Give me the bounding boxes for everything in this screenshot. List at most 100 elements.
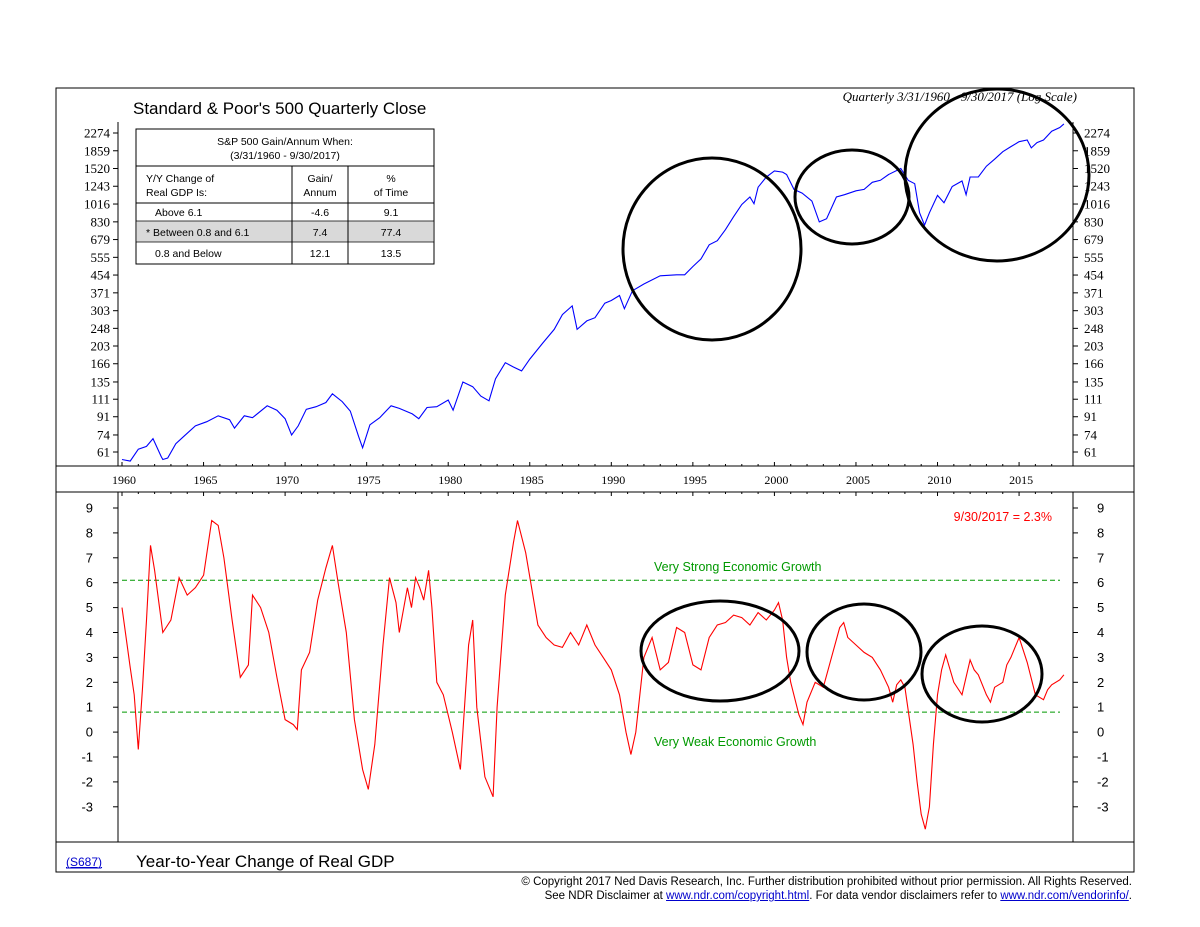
y-tick-label: 203 <box>91 339 111 354</box>
table-col3-header-line2: of Time <box>374 187 409 199</box>
table-title-line1: S&P 500 Gain/Annum When: <box>217 136 353 148</box>
bottom-panel-frame <box>55 491 1135 873</box>
table-row-highlight <box>137 221 433 242</box>
annotation-circle <box>793 148 911 246</box>
y-tick-label: 135 <box>1084 374 1104 389</box>
y-tick-label: 303 <box>1084 303 1104 318</box>
annotation-circle <box>903 87 1091 263</box>
y-tick-label: 2 <box>1097 675 1104 690</box>
y-tick-label: 1520 <box>84 161 110 176</box>
y-tick-label: 166 <box>91 356 111 371</box>
y-tick-label: 1243 <box>1084 179 1110 194</box>
x-tick-label: 1980 <box>438 473 462 487</box>
y-tick-label: 454 <box>91 268 111 283</box>
y-tick-label: 454 <box>1084 268 1104 283</box>
vendorinfo-link[interactable]: www.ndr.com/vendorinfo/ <box>1000 890 1129 902</box>
x-tick-label: 1995 <box>683 473 707 487</box>
y-tick-label: 3 <box>1097 650 1104 665</box>
y-tick-label: 166 <box>1084 356 1104 371</box>
strong-growth-label: Very Strong Economic Growth <box>654 560 821 574</box>
annotation-circles <box>621 87 1091 724</box>
y-tick-label: 1 <box>1097 700 1104 715</box>
y-tick-label: 2 <box>86 675 93 690</box>
x-tick-label: 2005 <box>846 473 870 487</box>
y-tick-label: 2274 <box>84 126 111 141</box>
table-row-pct: 9.1 <box>384 207 399 219</box>
table-title-line2: (3/31/1960 - 9/30/2017) <box>230 150 340 162</box>
y-tick-label: 61 <box>97 445 110 460</box>
y-tick-label: 1016 <box>84 197 111 212</box>
y-tick-label: 9 <box>86 501 93 516</box>
copyright-link[interactable]: www.ndr.com/copyright.html <box>666 890 810 902</box>
y-tick-label: 1016 <box>1084 197 1111 212</box>
copyright-line: © Copyright 2017 Ned Davis Research, Inc… <box>521 876 1132 888</box>
y-tick-label: -1 <box>81 750 93 765</box>
y-tick-label: 9 <box>1097 501 1104 516</box>
table-row-label: 0.8 and Below <box>155 248 222 260</box>
y-tick-label: 74 <box>1084 427 1098 442</box>
weak-growth-label: Very Weak Economic Growth <box>654 735 816 749</box>
top-chart-title: Standard & Poor's 500 Quarterly Close <box>133 99 426 118</box>
table-col2-header-line1: Gain/ <box>307 173 332 185</box>
table-row-gain: -4.6 <box>311 207 329 219</box>
y-tick-label: -3 <box>81 799 93 814</box>
y-tick-label: 248 <box>1084 321 1104 336</box>
y-tick-label: 4 <box>1097 625 1104 640</box>
y-tick-label: 111 <box>91 392 110 407</box>
y-tick-label: 0 <box>86 725 93 740</box>
y-tick-label: 679 <box>91 232 111 247</box>
y-tick-label: 203 <box>1084 339 1104 354</box>
y-tick-label: 7 <box>86 550 93 565</box>
y-tick-label: 5 <box>1097 600 1104 615</box>
y-tick-label: 5 <box>86 600 93 615</box>
annotation-circle <box>805 602 923 702</box>
x-tick-label: 2000 <box>764 473 788 487</box>
top-y-axis-right: 2274 1859 1520 1243 1016 830 679 555 454 371 303 24… <box>1073 126 1111 460</box>
table-row-gain: 12.1 <box>310 248 331 260</box>
sp500-series-line <box>121 123 1065 462</box>
disclaimer-line: See NDR Disclaimer at www.ndr.com/copyri… <box>545 890 1132 902</box>
y-tick-label: 6 <box>86 575 93 590</box>
x-tick-label: 1970 <box>275 473 299 487</box>
y-tick-label: 3 <box>86 650 93 665</box>
y-tick-label: 1 <box>86 700 93 715</box>
y-tick-label: 2274 <box>1084 126 1111 141</box>
y-tick-label: 1243 <box>84 179 110 194</box>
disclaimer-text-b: . For data vendor disclaimers refer to <box>809 890 1001 902</box>
y-tick-label: 61 <box>1084 445 1097 460</box>
y-tick-label: 6 <box>1097 575 1104 590</box>
y-tick-label: 1520 <box>1084 161 1110 176</box>
table-row-label: Above 6.1 <box>155 207 202 219</box>
y-tick-label: 303 <box>91 303 111 318</box>
y-tick-label: 91 <box>97 409 110 424</box>
y-tick-label: 74 <box>97 427 111 442</box>
y-tick-label: -2 <box>1097 774 1109 789</box>
y-tick-label: 0 <box>1097 725 1104 740</box>
disclaimer-text-c: . <box>1128 890 1132 902</box>
y-tick-label: 248 <box>91 321 111 336</box>
y-tick-label: -2 <box>81 774 93 789</box>
y-tick-label: 8 <box>86 525 93 540</box>
stats-table: S&P 500 Gain/Annum When: (3/31/1960 - 9/… <box>135 128 435 265</box>
annotation-circle <box>621 156 803 342</box>
y-tick-label: 830 <box>1084 214 1104 229</box>
table-row-label: * Between 0.8 and 6.1 <box>146 227 249 239</box>
y-tick-label: 555 <box>91 250 111 265</box>
top-y-axis-left: 2274 1859 1520 1243 1016 830 679 555 454 371 303 24… <box>84 126 118 460</box>
y-tick-label: -3 <box>1097 799 1109 814</box>
x-tick-label: 1985 <box>520 473 544 487</box>
table-col3-header-line1: % <box>386 173 395 185</box>
y-tick-label: 7 <box>1097 550 1104 565</box>
series-code-link[interactable]: (S687) <box>66 855 102 869</box>
y-tick-label: 91 <box>1084 409 1097 424</box>
table-col1-header-line2: Real GDP Is: <box>146 187 207 199</box>
y-tick-label: -1 <box>1097 750 1109 765</box>
x-tick-label: 2010 <box>928 473 952 487</box>
x-tick-label: 1990 <box>601 473 625 487</box>
y-tick-label: 1859 <box>84 143 110 158</box>
reference-lines <box>122 579 1060 713</box>
annotation-circle <box>639 599 801 703</box>
x-tick-label: 1960 <box>112 473 136 487</box>
table-col1-header-line1: Y/Y Change of <box>146 173 214 185</box>
